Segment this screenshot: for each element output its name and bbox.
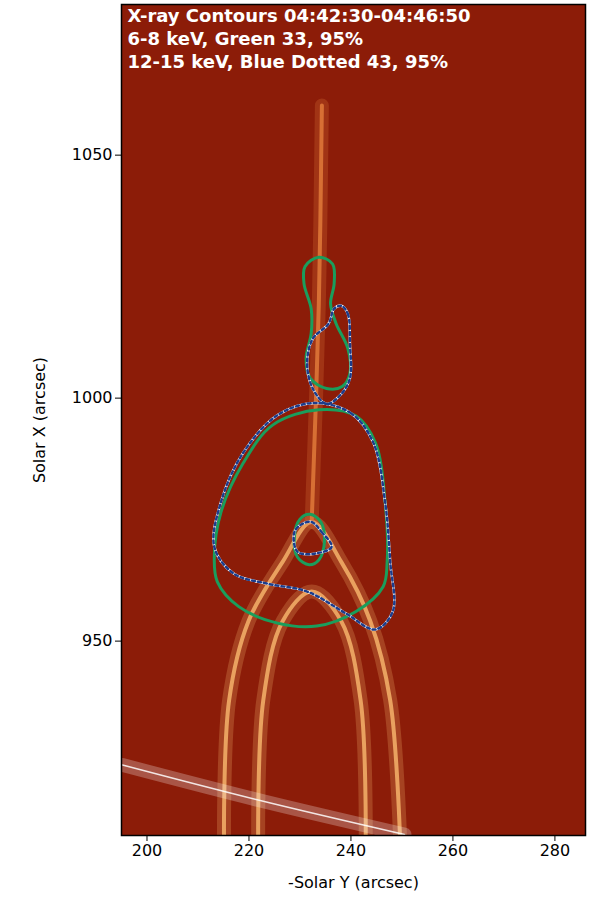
svg-text:260: 260 bbox=[438, 841, 469, 860]
svg-text:220: 220 bbox=[234, 841, 265, 860]
svg-text:Solar X (arcsec): Solar X (arcsec) bbox=[30, 357, 49, 483]
svg-text:1000: 1000 bbox=[72, 388, 113, 407]
svg-text:280: 280 bbox=[540, 841, 571, 860]
svg-text:240: 240 bbox=[336, 841, 367, 860]
svg-text:-Solar Y (arcsec): -Solar Y (arcsec) bbox=[288, 873, 419, 892]
svg-text:12-15 keV, Blue Dotted 43, 95%: 12-15 keV, Blue Dotted 43, 95% bbox=[128, 51, 449, 72]
svg-text:X-ray Contours 04:42:30-04:46:: X-ray Contours 04:42:30-04:46:50 bbox=[128, 5, 471, 26]
svg-text:950: 950 bbox=[82, 631, 113, 650]
svg-text:6-8 keV, Green 33, 95%: 6-8 keV, Green 33, 95% bbox=[128, 28, 364, 49]
svg-text:200: 200 bbox=[132, 841, 163, 860]
svg-text:1050: 1050 bbox=[72, 145, 113, 164]
